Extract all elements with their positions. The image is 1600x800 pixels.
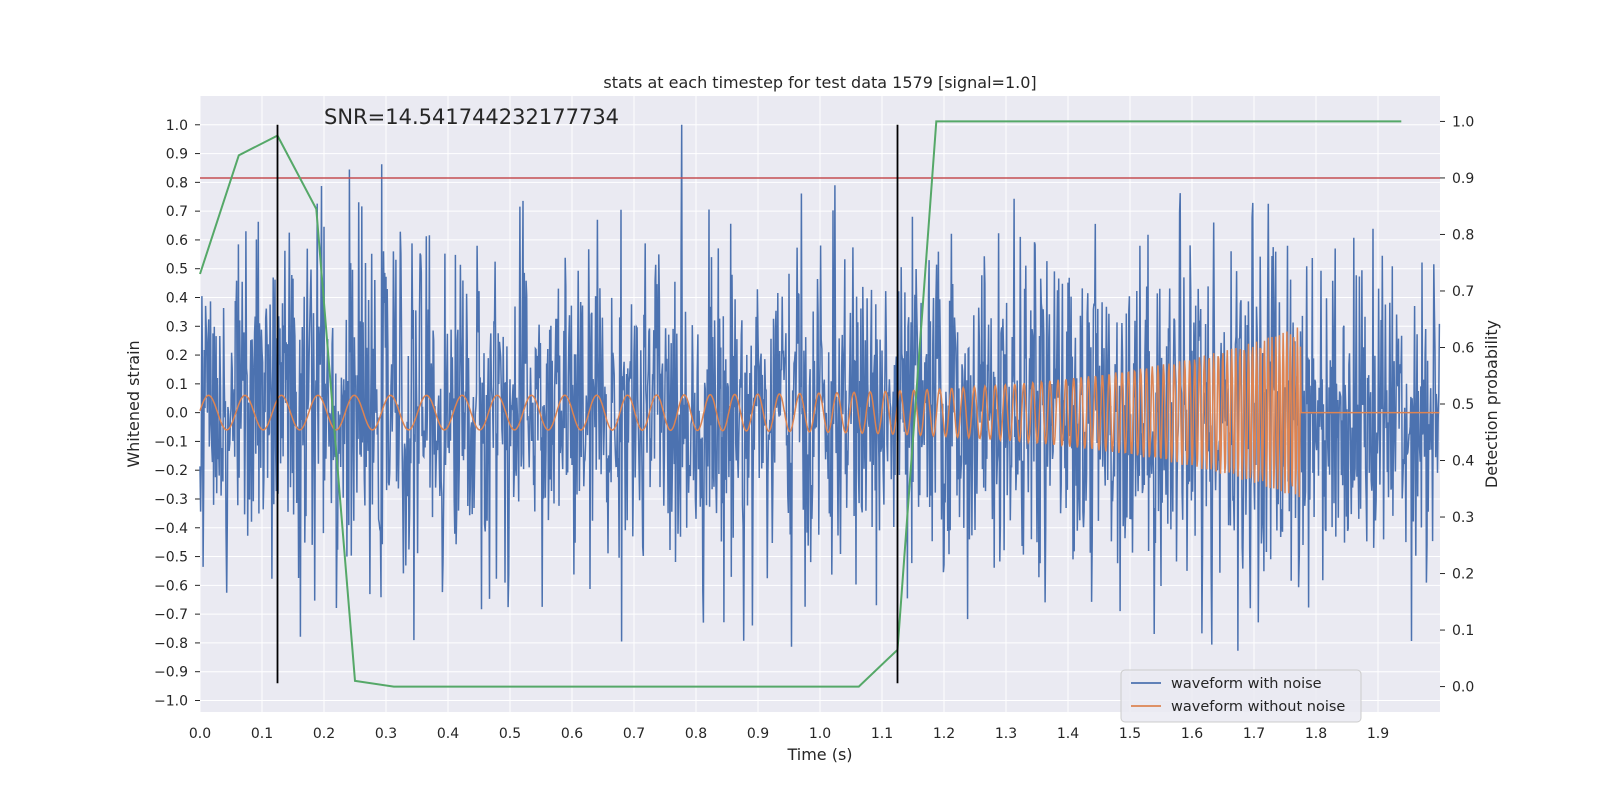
x-tick-label: 0.8 [685,726,707,742]
y-right-tick-label: 0.0 [1452,680,1474,696]
snr-annotation: SNR=14.541744232177734 [324,105,619,129]
y-left-tick-label: −0.4 [154,521,188,537]
y-right-tick-label: 0.3 [1452,510,1474,526]
y-left-tick-label: −0.5 [154,550,188,566]
x-tick-label: 1.6 [1181,726,1203,742]
legend-box [1120,669,1362,723]
y-left-tick-label: 1.0 [166,118,188,134]
gridlines [199,96,1440,712]
y-left-tick-label: 0.9 [166,147,188,163]
y-left-tick-label: 0.5 [166,262,188,278]
y-right-tick-label: 0.5 [1452,397,1474,413]
y-left-tick-label: −0.6 [154,578,188,594]
y-left-tick-label: −0.8 [154,636,188,652]
waveform-without-noise-line [199,327,1440,498]
y-left-tick-label: −0.1 [154,434,188,450]
y-right-tick-label: 1.0 [1452,114,1474,130]
x-tick-label: 1.5 [1119,726,1141,742]
y-right-tick-label: 0.9 [1452,171,1474,187]
x-tick-label: 0.0 [189,726,211,742]
y-right-tick-label: 0.7 [1452,284,1474,300]
series-layer [199,120,1441,688]
x-tick-label: 0.9 [747,726,769,742]
y-right-axis-ticks: 1.0 0.9 0.8 0.7 0.6 0.5 0.4 0.3 0.2 0.1 0.0 [1440,114,1474,696]
y-right-tick-label: 0.6 [1452,340,1474,356]
y-right-tick-label: 0.4 [1452,454,1474,470]
x-axis-label: Time (s) [786,745,852,764]
x-tick-label: 1.3 [995,726,1017,742]
y-right-tick-label: 0.1 [1452,623,1474,639]
y-right-tick-label: 0.8 [1452,227,1474,243]
x-tick-label: 1.4 [1057,726,1079,742]
y-left-axis-label: Whitened strain [124,340,143,467]
y-left-tick-label: −0.3 [154,492,188,508]
y-left-tick-label: 0.8 [166,175,188,191]
x-tick-label: 0.5 [499,726,521,742]
x-tick-label: 0.4 [437,726,459,742]
y-left-tick-label: 0.3 [166,319,188,335]
y-right-tick-label: 0.2 [1452,567,1474,583]
y-left-tick-label: −0.9 [154,665,188,681]
y-left-tick-label: 0.7 [166,204,188,220]
x-tick-label: 0.2 [313,726,335,742]
x-tick-label: 1.9 [1367,726,1389,742]
x-tick-label: 0.3 [375,726,397,742]
x-tick-label: 1.1 [871,726,893,742]
y-left-tick-label: 0.4 [166,290,188,306]
y-left-tick-label: 0.0 [166,406,188,422]
y-left-tick-label: −0.7 [154,607,188,623]
x-tick-label: 1.0 [809,726,831,742]
y-left-tick-label: 0.1 [166,377,188,393]
detection-probability-line [199,120,1402,688]
x-axis-ticks: 0.0 0.1 0.2 0.3 0.4 0.5 0.6 0.7 0.8 0.9 1.0 1.1 1.2 1… [189,726,1389,742]
chart-title: stats at each timestep for test data 157… [603,73,1036,92]
x-tick-label: 0.7 [623,726,645,742]
y-left-axis-ticks: 1.0 0.9 0.8 0.7 0.6 0.5 0.4 0.3 0.2 0.1 0.0 −0.1 −0.… [154,118,200,709]
y-left-tick-label: 0.2 [166,348,188,364]
waveform-with-noise-line [199,124,1441,651]
x-tick-label: 1.7 [1243,726,1265,742]
legend: waveform with noise waveform without noi… [1120,669,1362,723]
x-tick-label: 1.8 [1305,726,1327,742]
y-left-tick-label: −0.2 [154,463,188,479]
x-tick-label: 0.1 [251,726,273,742]
y-left-tick-label: 0.6 [166,233,188,249]
x-tick-label: 0.6 [561,726,583,742]
y-left-tick-label: −1.0 [154,693,188,709]
legend-label-clean: waveform without noise [1171,699,1345,715]
x-tick-label: 1.2 [933,726,955,742]
y-right-axis-label: Detection probability [1482,320,1501,488]
legend-label-noise: waveform with noise [1171,676,1322,692]
